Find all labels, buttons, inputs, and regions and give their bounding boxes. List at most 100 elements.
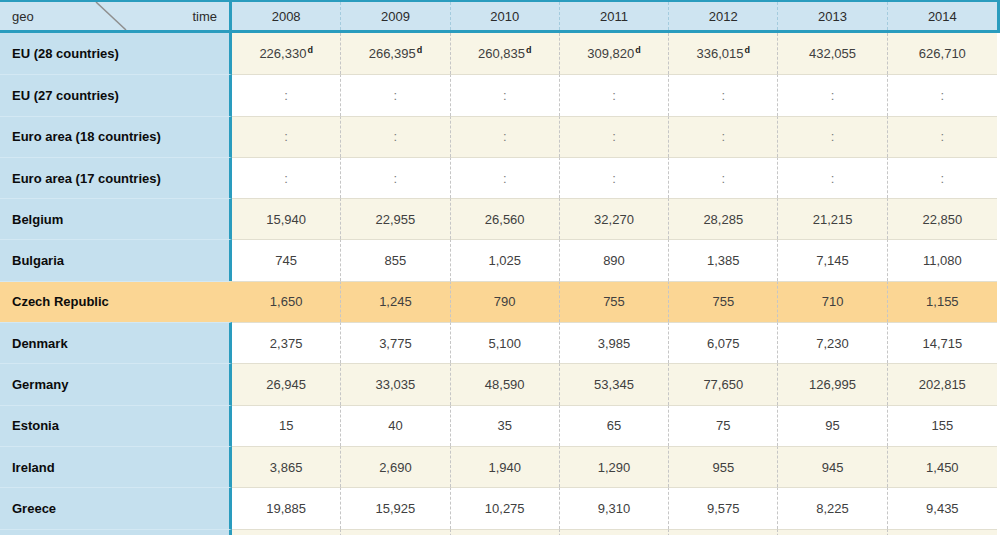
value-cell[interactable]: 1,450 [888, 446, 997, 487]
value-cell[interactable]: : [232, 74, 341, 115]
geo-cell[interactable]: EU (27 countries) [0, 74, 232, 115]
value-cell[interactable]: 28,285 [669, 198, 778, 239]
year-column-header[interactable]: 2008 [232, 2, 341, 30]
value-cell[interactable]: 53,345 [560, 363, 669, 404]
value-cell[interactable]: 226,330d [232, 33, 341, 74]
value-cell[interactable]: 15,940 [232, 198, 341, 239]
value-cell[interactable]: : [669, 74, 778, 115]
value-cell[interactable]: 35 [451, 405, 560, 446]
year-column-header[interactable]: 2010 [451, 2, 560, 30]
value-cell[interactable]: 755 [560, 281, 669, 322]
value-cell[interactable]: 260,835d [451, 33, 560, 74]
value-cell[interactable]: : [451, 157, 560, 198]
value-cell[interactable]: 1,155 [888, 281, 997, 322]
value-cell[interactable]: 6,075 [669, 322, 778, 363]
value-cell[interactable]: 855 [341, 239, 450, 280]
value-cell[interactable]: 15,925 [341, 487, 450, 528]
value-cell[interactable]: 48,590 [451, 363, 560, 404]
value-cell[interactable]: : [888, 74, 997, 115]
value-cell[interactable]: : [451, 116, 560, 157]
value-cell[interactable]: : [341, 116, 450, 157]
value-cell[interactable] [669, 529, 778, 535]
value-cell[interactable]: 26,945 [232, 363, 341, 404]
value-cell[interactable]: : [560, 74, 669, 115]
value-cell[interactable]: 33,035 [341, 363, 450, 404]
value-cell[interactable]: 3,865 [232, 446, 341, 487]
value-cell[interactable]: 32,270 [560, 198, 669, 239]
geo-cell[interactable]: Ireland [0, 446, 232, 487]
geo-cell[interactable]: Euro area (17 countries) [0, 157, 232, 198]
value-cell[interactable]: : [669, 116, 778, 157]
value-cell[interactable]: 40 [341, 405, 450, 446]
geo-cell[interactable]: Belgium [0, 198, 232, 239]
value-cell[interactable]: 11,080 [888, 239, 997, 280]
value-cell[interactable]: : [560, 116, 669, 157]
value-cell[interactable]: : [232, 157, 341, 198]
year-column-header[interactable]: 2014 [888, 2, 997, 30]
value-cell[interactable]: 1,290 [560, 446, 669, 487]
value-cell[interactable]: 1,385 [669, 239, 778, 280]
value-cell[interactable]: 745 [232, 239, 341, 280]
value-cell[interactable]: : [560, 157, 669, 198]
value-cell[interactable] [341, 529, 450, 535]
value-cell[interactable]: 7,145 [778, 239, 887, 280]
value-cell[interactable]: 155 [888, 405, 997, 446]
value-cell[interactable]: 1,650 [232, 281, 341, 322]
value-cell[interactable]: 336,015d [669, 33, 778, 74]
value-cell[interactable]: 15 [232, 405, 341, 446]
value-cell[interactable]: 309,820d [560, 33, 669, 74]
value-cell[interactable]: 9,435 [888, 487, 997, 528]
value-cell[interactable]: 890 [560, 239, 669, 280]
value-cell[interactable] [232, 529, 341, 535]
value-cell[interactable]: 26,560 [451, 198, 560, 239]
value-cell[interactable]: 75 [669, 405, 778, 446]
value-cell[interactable]: 2,375 [232, 322, 341, 363]
value-cell[interactable]: 126,995 [778, 363, 887, 404]
geo-cell[interactable]: Estonia [0, 405, 232, 446]
value-cell[interactable]: 8,225 [778, 487, 887, 528]
value-cell[interactable]: : [778, 74, 887, 115]
geo-cell[interactable]: EU (28 countries) [0, 33, 232, 74]
value-cell[interactable]: 266,395d [341, 33, 450, 74]
value-cell[interactable]: 22,850 [888, 198, 997, 239]
geo-cell[interactable]: Euro area (18 countries) [0, 116, 232, 157]
value-cell[interactable]: 10,275 [451, 487, 560, 528]
value-cell[interactable]: 710 [778, 281, 887, 322]
value-cell[interactable]: 945 [778, 446, 887, 487]
value-cell[interactable]: 77,650 [669, 363, 778, 404]
geo-cell[interactable]: Denmark [0, 322, 232, 363]
value-cell[interactable]: 3,775 [341, 322, 450, 363]
value-cell[interactable]: : [888, 157, 997, 198]
geo-cell[interactable]: Greece [0, 487, 232, 528]
value-cell[interactable]: 3,985 [560, 322, 669, 363]
year-column-header[interactable]: 2013 [778, 2, 887, 30]
value-cell[interactable]: 626,710 [888, 33, 997, 74]
geo-cell[interactable] [0, 529, 232, 535]
value-cell[interactable]: 202,815 [888, 363, 997, 404]
value-cell[interactable]: : [888, 116, 997, 157]
value-cell[interactable] [778, 529, 887, 535]
value-cell[interactable]: 65 [560, 405, 669, 446]
value-cell[interactable]: 22,955 [341, 198, 450, 239]
value-cell[interactable]: : [669, 157, 778, 198]
value-cell[interactable]: 755 [669, 281, 778, 322]
value-cell[interactable]: 14,715 [888, 322, 997, 363]
value-cell[interactable]: 1,245 [341, 281, 450, 322]
value-cell[interactable]: 21,215 [778, 198, 887, 239]
value-cell[interactable]: 19,885 [232, 487, 341, 528]
year-column-header[interactable]: 2009 [341, 2, 450, 30]
value-cell[interactable]: 95 [778, 405, 887, 446]
value-cell[interactable] [888, 529, 997, 535]
value-cell[interactable]: 1,025 [451, 239, 560, 280]
value-cell[interactable]: : [232, 116, 341, 157]
year-column-header[interactable]: 2011 [560, 2, 669, 30]
geo-cell[interactable]: Czech Republic [0, 281, 232, 322]
value-cell[interactable]: 432,055 [778, 33, 887, 74]
value-cell[interactable]: 1,940 [451, 446, 560, 487]
value-cell[interactable]: : [778, 157, 887, 198]
year-column-header[interactable]: 2012 [669, 2, 778, 30]
value-cell[interactable]: : [778, 116, 887, 157]
value-cell[interactable]: 5,100 [451, 322, 560, 363]
value-cell[interactable]: 955 [669, 446, 778, 487]
value-cell[interactable] [560, 529, 669, 535]
